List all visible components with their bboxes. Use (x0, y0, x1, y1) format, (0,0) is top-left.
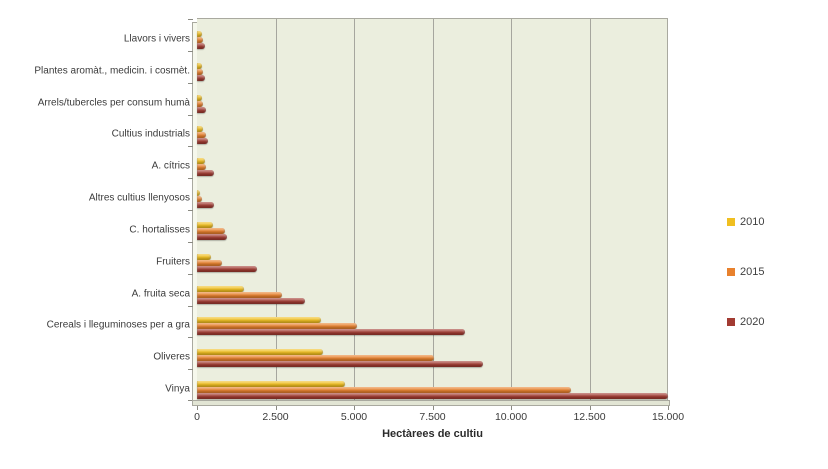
bar-2010 (197, 285, 245, 292)
bar-2010 (197, 94, 202, 101)
plot-floor (192, 400, 670, 406)
bar-2015 (197, 68, 204, 75)
x-tick-label: 15.000 (651, 411, 685, 423)
category-label: Cereals i lleguminoses per a gra (46, 319, 190, 331)
legend-item-2020: 2020 (727, 316, 764, 328)
bar-2010 (197, 253, 212, 260)
bar-2010 (197, 30, 202, 37)
legend-swatch (727, 218, 735, 226)
category-label: A. cítrics (151, 160, 190, 172)
gridline (432, 19, 434, 400)
bar-2010 (197, 221, 213, 228)
bar-2010 (197, 62, 202, 69)
y-tick-mark (188, 50, 193, 52)
y-tick-mark (188, 369, 193, 371)
gridline (511, 19, 512, 400)
bar-2015 (197, 36, 204, 43)
x-tick-label: 12.500 (573, 411, 606, 423)
y-tick-mark (188, 337, 193, 339)
y-tick-mark (188, 210, 193, 211)
x-tick-mark (589, 406, 591, 410)
bar-2015 (197, 355, 435, 362)
bar-2015 (197, 323, 358, 330)
x-tick-label: 5.000 (340, 411, 368, 423)
bar-2020 (197, 170, 215, 177)
bar-2020 (197, 202, 215, 208)
category-label: A. fruita seca (131, 288, 190, 299)
y-tick-mark (188, 400, 193, 401)
y-tick-mark (188, 82, 193, 84)
y-tick-mark (188, 241, 193, 243)
gridline (354, 19, 355, 400)
bar-2020 (197, 74, 205, 81)
category-label: Plantes aromàt., medicin. i cosmèt. (34, 65, 190, 77)
category-label: Vinya (165, 383, 190, 395)
bar-2020 (197, 329, 466, 336)
x-tick-label: 7.500 (419, 411, 446, 423)
bar-2015 (197, 196, 202, 202)
legend-swatch (727, 268, 735, 276)
bar-2015 (197, 291, 282, 298)
x-tick-mark (511, 406, 512, 410)
bar-2010 (197, 349, 323, 356)
bar-2020 (197, 138, 208, 145)
x-tick-mark (668, 406, 669, 410)
bar-2020 (197, 265, 257, 272)
bar-2015 (197, 132, 207, 139)
legend-item-2015: 2015 (727, 266, 764, 278)
bar-2010 (197, 158, 205, 165)
plot-area (188, 18, 668, 403)
x-axis-title: Hectàrees de cultiu (382, 428, 483, 440)
bar-2020 (197, 106, 207, 113)
category-label: C. hortalisses (129, 224, 190, 236)
category-label: Altres cultius llenyosos (88, 192, 190, 204)
bar-2010 (197, 126, 204, 133)
x-tick-mark (354, 406, 355, 410)
category-label: Fruiters (156, 256, 190, 268)
y-tick-mark (188, 146, 193, 148)
category-label: Arrels/tubercles per consum humà (37, 97, 190, 108)
y-tick-mark (188, 305, 193, 307)
bar-2020 (197, 297, 306, 304)
gridline (275, 19, 277, 400)
x-tick-mark (432, 406, 434, 410)
x-tick-mark (275, 406, 277, 410)
bar-2015 (197, 259, 223, 266)
x-tick-label: 0 (194, 411, 200, 423)
x-axis: 0 2.500 5.000 7.500 10.000 12.500 15.000 (194, 406, 684, 428)
bar-2010 (197, 317, 322, 324)
bar-2015 (197, 164, 207, 171)
y-tick-mark (188, 273, 193, 275)
bar-2020 (197, 361, 483, 368)
legend-label: 2015 (740, 266, 765, 278)
legend-label: 2020 (740, 316, 765, 328)
bar-2020 (197, 233, 227, 240)
x-tick-label: 10.000 (494, 411, 528, 423)
category-label: Oliveres (153, 351, 190, 363)
legend-swatch (727, 318, 735, 326)
legend-label: 2010 (740, 216, 765, 228)
category-label: Cultius industrials (111, 128, 190, 140)
legend-item-2010: 2010 (727, 216, 764, 228)
legend: 2010 2015 2020 (727, 216, 764, 328)
bar-2015 (197, 387, 571, 393)
x-tick-mark (197, 406, 198, 410)
bar-2020 (197, 42, 205, 49)
bar-2020 (197, 393, 668, 399)
bar-2010 (197, 190, 201, 196)
y-tick-mark (188, 114, 193, 116)
y-tick-mark (188, 178, 193, 180)
y-tick-mark (188, 19, 193, 20)
bar-2015 (197, 100, 204, 107)
bar-2015 (197, 227, 226, 234)
x-tick-label: 2.500 (262, 411, 289, 423)
category-label: Llavors i vivers (123, 33, 190, 45)
bar-2010 (197, 381, 345, 387)
gridline (589, 19, 591, 400)
